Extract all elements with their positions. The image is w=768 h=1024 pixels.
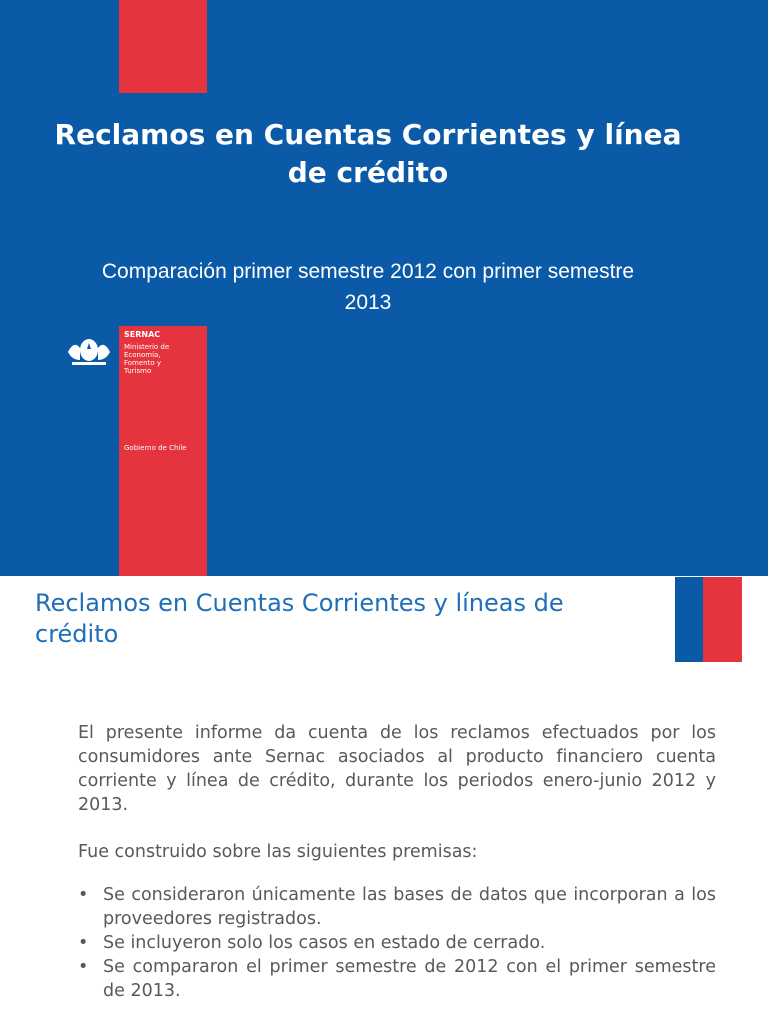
cover-subtitle: Comparación primer semestre 2012 con pri… (101, 260, 635, 314)
logo-ministry: Ministerio de Economía, Fomento y Turism… (124, 343, 170, 375)
paragraph: Fue construido sobre las siguientes prem… (78, 842, 478, 862)
logo-agency: SERNAC (124, 330, 161, 339)
bullet: Se compararon el primer semestre de 2012… (78, 955, 716, 1003)
bullet: Se incluyeron solo los casos en estado d… (78, 931, 716, 955)
logo-government: Gobierno de Chile (124, 444, 187, 452)
coat-of-arms (68, 339, 110, 365)
cover-slide: Reclamos en Cuentas Corrientes y línea d… (0, 0, 768, 576)
bullet: Se consideraron únicamente las bases de … (78, 883, 716, 931)
flag-blue (675, 577, 703, 662)
flag-red (703, 577, 742, 662)
logo-block: SERNAC Ministerio de Economía, Fomento y… (119, 326, 207, 576)
content-title: Reclamos en Cuentas Corrientes y líneas … (35, 589, 564, 648)
cover-title: Reclamos en Cuentas Corrientes y línea d… (54, 118, 682, 189)
paragraph: El presente informe da cuenta de los rec… (78, 723, 716, 815)
red-band (119, 0, 207, 93)
bullet-list: Se consideraron únicamente las bases de … (78, 883, 716, 1003)
